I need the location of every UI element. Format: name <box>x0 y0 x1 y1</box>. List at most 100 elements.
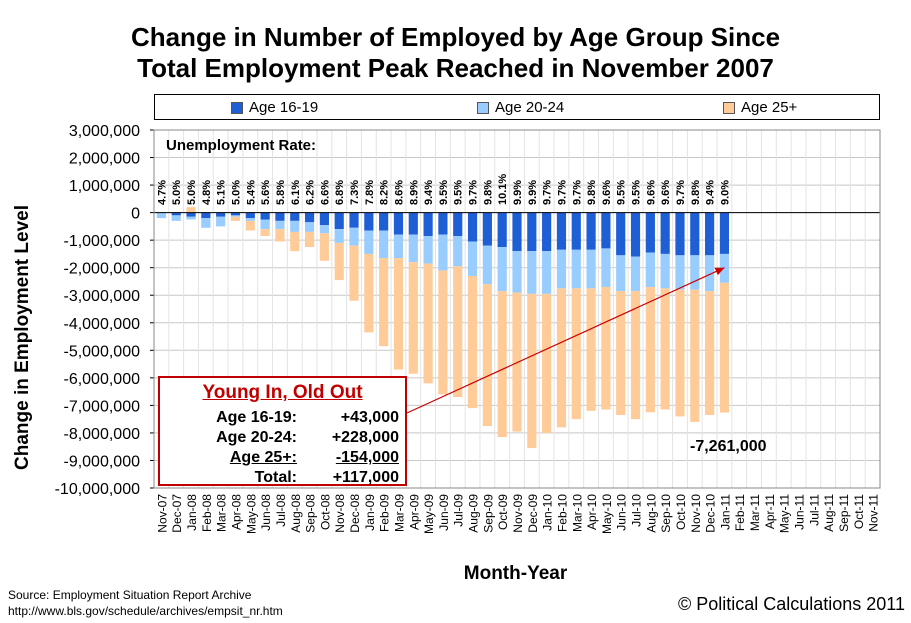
legend-item-age-25-plus: Age 25+ <box>723 99 797 116</box>
bar-age-20-24 <box>645 252 655 287</box>
y-tick-label: -5,000,000 <box>63 343 140 360</box>
unemployment-rate-label: 9.8% <box>586 180 598 205</box>
unemployment-rate-label: 9.7% <box>542 180 554 205</box>
x-tick-label: May-09 <box>422 494 436 534</box>
unemployment-rate-label: 9.5% <box>631 180 643 205</box>
x-tick-label: Feb-09 <box>378 494 392 532</box>
annotation-value-16-19: +43,000 <box>340 409 399 426</box>
y-tick-label: 2,000,000 <box>69 151 140 168</box>
bar-age-16-19 <box>527 212 537 252</box>
annotation-arrow-head <box>714 267 725 276</box>
bar-age-16-19 <box>645 212 655 253</box>
unemployment-rate-heading: Unemployment Rate: <box>166 137 317 154</box>
bar-age-16-19 <box>201 212 211 219</box>
unemployment-rate-label: 6.8% <box>334 180 346 205</box>
x-tick-label: Dec-09 <box>526 494 540 533</box>
bar-age-16-19 <box>230 212 241 216</box>
x-tick-label: Sep-11 <box>837 494 851 532</box>
bar-age-20-24 <box>364 230 374 254</box>
bar-age-20-24 <box>675 255 685 290</box>
bar-age-20-24 <box>556 249 567 289</box>
bar-age-20-24 <box>349 227 359 246</box>
y-tick-label: -7,000,000 <box>63 398 140 415</box>
chart-title: Change in Number of Employed by Age Grou… <box>0 22 911 84</box>
bar-age-25-plus <box>334 242 344 281</box>
bar-age-20-24 <box>230 215 241 217</box>
bar-age-20-24 <box>216 216 226 227</box>
bar-age-16-19 <box>542 212 552 252</box>
bar-age-16-19 <box>497 212 507 248</box>
bar-age-20-24 <box>201 218 211 228</box>
y-tick-label: -6,000,000 <box>63 371 140 388</box>
x-tick-label: Dec-10 <box>704 494 718 533</box>
bar-age-16-19 <box>630 212 641 257</box>
bar-age-16-19 <box>690 212 700 256</box>
bar-age-25-plus <box>186 207 196 213</box>
bar-age-25-plus <box>705 291 715 416</box>
bar-age-20-24 <box>260 219 270 230</box>
unemployment-rate-label: 5.0% <box>230 180 242 205</box>
bar-age-20-24 <box>275 220 285 230</box>
unemployment-rate-label: 9.8% <box>482 180 494 205</box>
x-tick-label: Nov-10 <box>689 494 703 533</box>
bar-age-20-24 <box>334 229 344 243</box>
x-tick-label: Jan-08 <box>185 494 199 531</box>
bar-age-20-24 <box>630 256 641 292</box>
bar-age-16-19 <box>512 212 522 252</box>
bar-age-25-plus <box>571 288 581 420</box>
source-url: http://www.bls.gov/schedule/archives/emp… <box>8 604 283 618</box>
bar-age-16-19 <box>660 212 670 254</box>
unemployment-rate-label: 9.6% <box>645 180 657 205</box>
bar-age-16-19 <box>379 212 389 231</box>
unemployment-rate-label: 6.2% <box>305 180 317 205</box>
y-tick-label: -4,000,000 <box>63 316 140 333</box>
x-tick-label: Apr-09 <box>407 494 421 530</box>
unemployment-rate-label: 5.6% <box>260 180 272 205</box>
bar-age-16-19 <box>186 212 196 217</box>
x-tick-label: Aug-08 <box>289 494 303 533</box>
unemployment-rate-label: 7.8% <box>364 180 376 205</box>
bar-age-25-plus <box>453 266 463 398</box>
chart-legend: Age 16-19 Age 20-24 Age 25+ <box>154 94 880 120</box>
x-tick-label: May-10 <box>600 494 614 534</box>
bar-age-25-plus <box>290 231 300 252</box>
bar-age-25-plus <box>423 263 433 384</box>
chart-title-line2: Total Employment Peak Reached in Novembe… <box>137 53 774 83</box>
annotation-value-total: +117,000 <box>332 469 399 486</box>
bar-age-16-19 <box>290 212 300 221</box>
bar-age-20-24 <box>304 222 315 232</box>
bar-age-20-24 <box>719 253 730 283</box>
y-tick-label: -2,000,000 <box>63 261 140 278</box>
bar-age-25-plus <box>601 286 611 410</box>
bar-age-16-19 <box>423 212 433 237</box>
unemployment-rate-label: 5.4% <box>245 180 257 205</box>
bar-age-20-24 <box>171 215 181 221</box>
bar-age-16-19 <box>616 212 626 256</box>
bar-age-16-19 <box>571 212 581 250</box>
bar-age-25-plus <box>660 288 670 410</box>
annotation-label-25-plus: Age 25+: <box>229 449 297 466</box>
x-tick-label: Jul-09 <box>452 494 466 527</box>
bar-age-16-19 <box>216 212 226 217</box>
x-tick-label: Jan-11 <box>718 494 732 530</box>
bar-age-20-24 <box>482 245 492 285</box>
x-tick-label: Feb-10 <box>555 494 569 532</box>
bar-age-20-24 <box>601 248 611 287</box>
x-tick-label: Apr-10 <box>585 494 599 530</box>
x-tick-label: Oct-08 <box>318 494 332 530</box>
bar-age-25-plus <box>304 231 315 248</box>
bar-age-25-plus <box>393 258 404 370</box>
bar-age-20-24 <box>705 255 715 292</box>
bar-age-25-plus <box>260 229 270 237</box>
x-tick-label: Jun-10 <box>615 494 629 531</box>
unemployment-rate-label: 9.7% <box>468 180 480 205</box>
bar-age-20-24 <box>156 212 167 219</box>
bar-age-20-24 <box>379 230 389 259</box>
annotation-label-16-19: Age 16-19: <box>216 409 297 426</box>
bar-age-25-plus <box>586 288 596 411</box>
final-total-label: -7,261,000 <box>690 438 767 455</box>
annotation-value-25-plus: -154,000 <box>335 449 399 466</box>
unemployment-rate-label: 9.5% <box>453 180 465 205</box>
bar-age-16-19 <box>719 212 730 254</box>
x-tick-label: Jan-10 <box>541 494 555 531</box>
